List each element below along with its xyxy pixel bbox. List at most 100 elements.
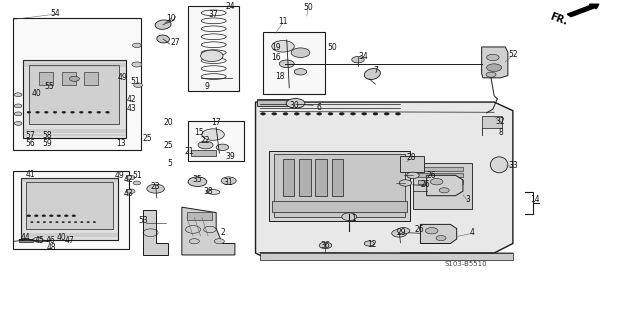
Circle shape [398,228,410,234]
Circle shape [407,172,419,179]
Circle shape [351,113,356,115]
Bar [401,156,424,172]
Circle shape [436,236,446,241]
Text: 31: 31 [224,179,233,188]
Text: 10: 10 [166,14,175,23]
Text: 6: 6 [317,103,322,112]
Text: 25: 25 [143,134,152,143]
Circle shape [126,189,135,194]
Circle shape [286,99,305,108]
Text: 16: 16 [270,53,280,62]
Bar [413,163,472,209]
Bar [269,151,410,220]
Circle shape [373,113,378,115]
Circle shape [69,76,80,81]
Ellipse shape [364,68,381,79]
Circle shape [339,113,344,115]
Circle shape [486,64,501,71]
Polygon shape [427,175,463,196]
Text: 20: 20 [163,118,173,127]
Text: 3: 3 [466,195,470,204]
Bar [272,202,407,212]
Text: 1: 1 [351,214,356,223]
Text: 4: 4 [470,228,475,237]
Text: 33: 33 [508,161,518,170]
Bar [188,121,244,161]
Text: 32: 32 [496,117,505,126]
Bar [481,116,501,128]
Circle shape [126,175,135,180]
Circle shape [147,184,165,193]
Text: 56: 56 [26,139,36,148]
Circle shape [392,229,407,237]
Circle shape [294,68,307,75]
Bar [26,182,113,228]
Text: 14: 14 [530,195,540,204]
FancyArrow shape [567,4,599,17]
Polygon shape [182,207,235,255]
Circle shape [133,181,141,185]
Circle shape [31,221,33,223]
Text: 42: 42 [124,175,133,184]
Circle shape [272,41,294,52]
Bar [191,150,216,156]
Text: 17: 17 [212,118,221,127]
Text: FR.: FR. [548,12,568,27]
Bar [274,154,405,217]
Bar [62,72,76,85]
Text: 15: 15 [195,128,204,138]
Text: 43: 43 [124,189,133,198]
Circle shape [49,215,53,217]
Circle shape [260,113,265,115]
Circle shape [62,111,66,113]
Bar [263,32,326,94]
Bar [260,253,513,260]
Circle shape [53,111,57,113]
Circle shape [81,221,83,223]
Text: 26: 26 [421,180,430,189]
Circle shape [362,113,367,115]
Polygon shape [143,210,168,255]
Circle shape [399,180,412,186]
Circle shape [34,215,38,217]
Circle shape [64,215,68,217]
Circle shape [74,221,77,223]
Circle shape [43,221,46,223]
Circle shape [283,113,288,115]
Circle shape [71,111,74,113]
Text: 36: 36 [321,241,331,250]
Bar [21,178,118,240]
Text: 47: 47 [64,236,74,245]
Circle shape [486,54,499,61]
Circle shape [291,48,310,58]
Text: 50: 50 [303,3,313,12]
Text: 45: 45 [34,236,44,245]
Text: 19: 19 [270,44,280,52]
Text: 51: 51 [132,171,141,180]
Circle shape [44,111,48,113]
Polygon shape [481,47,508,78]
Bar [29,65,120,124]
Circle shape [352,57,364,63]
Circle shape [14,104,22,108]
Circle shape [216,144,228,150]
Text: 53: 53 [138,216,148,225]
Text: 13: 13 [116,139,125,148]
Circle shape [33,237,43,242]
Circle shape [80,111,83,113]
Text: 38: 38 [203,187,213,196]
Text: 26: 26 [427,171,436,180]
Text: 40: 40 [32,89,42,98]
Text: 37: 37 [208,10,218,19]
Bar [13,18,141,150]
Text: 57: 57 [26,131,36,140]
Polygon shape [421,224,456,244]
Bar [418,180,463,184]
Text: 24: 24 [226,2,235,11]
Bar [187,212,212,220]
Circle shape [279,60,294,68]
Text: 40: 40 [57,233,67,242]
Text: 23: 23 [151,182,160,191]
Bar [23,60,126,138]
Circle shape [14,93,22,97]
